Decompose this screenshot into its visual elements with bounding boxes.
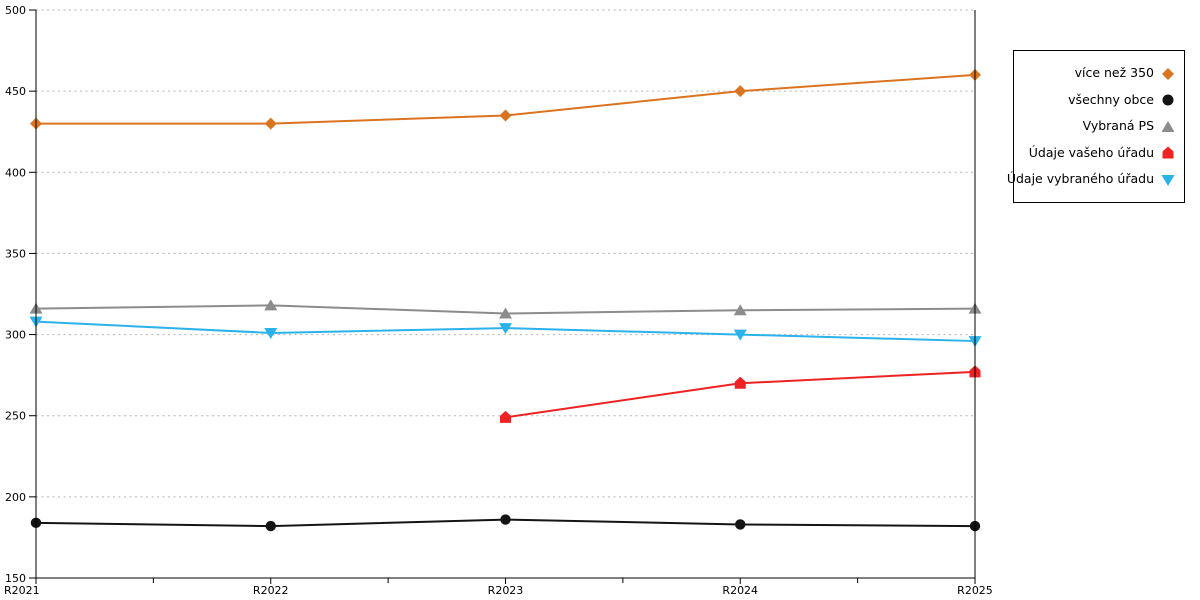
series-vsechny-obce (30, 514, 981, 532)
data-point-marker (499, 307, 512, 319)
y-tick-label: 450 (5, 85, 26, 98)
series-vybrana-ps (29, 299, 982, 319)
data-point-marker (499, 323, 512, 335)
data-point-marker (733, 329, 747, 341)
y-tick-label: 200 (5, 491, 26, 504)
legend-triangle-down-icon (1161, 173, 1175, 187)
data-point-marker (500, 410, 511, 423)
legend-triangle-up-icon (1161, 120, 1175, 134)
legend-label: více než 350 (1074, 65, 1154, 81)
y-tick-label: 150 (5, 572, 26, 585)
legend-circle-icon (1161, 93, 1175, 107)
y-gridlines (36, 9, 975, 498)
x-tick-label: R2024 (722, 584, 758, 597)
legend-label: Vybraná PS (1082, 118, 1154, 134)
legend-item: Vybraná PS (1017, 120, 1175, 134)
data-point-marker (735, 519, 746, 530)
legend-item: Údaje vašeho úřadu (1017, 146, 1175, 160)
chart-legend: více než 350 všechny obce Vybraná PS Údaje … (1007, 50, 1185, 203)
legend-item: všechny obce (1017, 93, 1175, 107)
series-udaje-vaseho-uradu (500, 365, 981, 423)
x-tick-label: R2023 (488, 584, 524, 597)
series-vice-nez-350 (30, 68, 981, 130)
y-tick-label: 400 (5, 166, 26, 179)
x-tick-label: R2025 (957, 584, 993, 597)
data-point-marker (734, 376, 746, 389)
legend-pentagon-icon (1161, 146, 1175, 160)
legend-label: Údaje vašeho úřadu (1028, 144, 1154, 160)
y-tick-label: 300 (5, 329, 26, 342)
legend-diamond-icon (1161, 67, 1175, 81)
y-tick-label: 250 (5, 410, 26, 423)
data-point-marker (264, 117, 277, 130)
data-point-marker (264, 327, 278, 339)
data-point-marker (265, 520, 276, 532)
data-point-marker (500, 514, 511, 525)
legend-item: více než 350 (1017, 67, 1175, 81)
x-tick-label: R2021 (4, 584, 40, 597)
x-tick-label: R2022 (253, 584, 289, 597)
data-point-marker (734, 85, 747, 98)
series-udaje-vybraneho-uradu (29, 316, 982, 348)
legend-item: Údaje vybraného úřadu (1007, 173, 1175, 187)
axes: 150 200 250 300 350 400 450 500 R2021 R2022 R2023 R… (4, 4, 993, 597)
y-tick-label: 500 (5, 4, 26, 17)
legend-label: všechny obce (1068, 91, 1154, 107)
data-point-marker (733, 304, 747, 316)
y-tick-label: 350 (5, 247, 26, 260)
legend-label: Údaje vybraného úřadu (1006, 171, 1154, 187)
data-point-marker (499, 109, 512, 122)
data-point-marker (264, 299, 278, 311)
